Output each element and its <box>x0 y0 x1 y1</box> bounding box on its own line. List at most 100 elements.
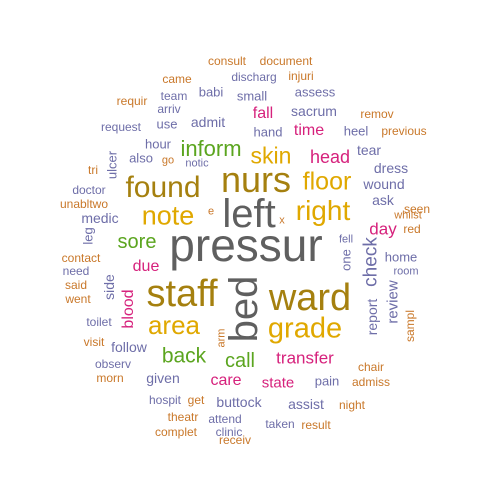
word-came: came <box>162 72 192 86</box>
word-back: back <box>161 344 207 368</box>
word-staff: staff <box>146 273 218 315</box>
word-clinic: clinic <box>215 425 243 439</box>
word-said: said <box>64 278 88 292</box>
word-hand: hand <box>253 124 283 140</box>
word-observ: observ <box>94 357 132 371</box>
word-go: go <box>161 154 175 167</box>
word-inform: inform <box>180 136 242 161</box>
word-call: call <box>224 350 256 372</box>
word-red: red <box>403 222 421 236</box>
word-use: use <box>156 116 178 132</box>
word-team: team <box>160 89 188 103</box>
word-ask: ask <box>372 192 394 208</box>
word-floor: floor <box>302 167 352 196</box>
word-room: room <box>393 265 419 278</box>
word-theatr: theatr <box>167 410 199 424</box>
word-seen: seen <box>403 202 431 216</box>
word-right: right <box>295 195 351 226</box>
word-notic: notic <box>185 157 209 170</box>
word-contact: contact <box>61 251 101 265</box>
word-grade: grade <box>267 312 343 345</box>
word-head: head <box>309 147 351 167</box>
word-went: went <box>65 292 91 306</box>
word-night: night <box>338 398 366 412</box>
word-sampl: sampl <box>403 309 417 343</box>
word-day: day <box>369 219 397 239</box>
word-arm: arm <box>215 328 228 348</box>
word-fall: fall <box>252 105 274 122</box>
word-toilet: toilet <box>86 315 112 329</box>
word-note: note <box>141 200 195 231</box>
word-admit: admit <box>190 114 226 130</box>
word-assess: assess <box>294 84 336 100</box>
word-chair: chair <box>357 360 385 374</box>
word-get: get <box>187 393 205 407</box>
word-unabltwo: unabltwo <box>59 197 109 211</box>
word-consult: consult <box>207 54 247 68</box>
word-babi: babi <box>198 84 224 100</box>
word-remov: remov <box>360 107 394 121</box>
word-care: care <box>210 372 242 389</box>
word-fell: fell <box>338 233 354 246</box>
word-blood: blood <box>120 289 137 329</box>
word-taken: taken <box>265 417 295 431</box>
word-time: time <box>293 122 325 139</box>
word-dress: dress <box>373 160 409 176</box>
word-skin: skin <box>250 142 292 169</box>
word-result: result <box>301 418 331 432</box>
word-injuri: injuri <box>288 69 314 83</box>
word-e: e <box>207 205 215 218</box>
word-morn: morn <box>96 371 124 385</box>
word-arriv: arriv <box>157 102 181 116</box>
word-discharg: discharg <box>231 70 277 84</box>
word-hospit: hospit <box>148 393 182 407</box>
word-hour: hour <box>144 136 172 152</box>
word-area: area <box>147 310 201 340</box>
word-previous: previous <box>381 124 427 138</box>
word-whilst: whilst <box>394 209 422 222</box>
word-due: due <box>132 258 160 275</box>
word-wound: wound <box>363 176 405 192</box>
word-x: x <box>279 214 285 227</box>
word-doctor: doctor <box>72 183 106 197</box>
word-small: small <box>236 88 268 104</box>
word-tear: tear <box>356 142 382 158</box>
word-sacrum: sacrum <box>291 103 337 119</box>
word-side: side <box>101 274 117 300</box>
word-leg: leg <box>80 227 96 245</box>
word-attend: attend <box>208 412 242 426</box>
word-receiv: receiv <box>218 433 252 447</box>
word-review: review <box>384 280 402 324</box>
word-ward: ward <box>268 277 352 319</box>
word-pain: pain <box>314 373 340 389</box>
word-nurs: nurs <box>220 159 292 200</box>
word-found: found <box>125 171 201 204</box>
word-transfer: transfer <box>276 348 334 368</box>
word-sore: sore <box>117 231 157 253</box>
word-document: document <box>259 54 313 68</box>
word-need: need <box>62 264 90 278</box>
word-admiss: admiss <box>351 375 391 389</box>
word-also: also <box>129 150 153 166</box>
word-follow: follow <box>111 339 147 355</box>
word-left: left <box>222 192 276 236</box>
word-buttock: buttock <box>216 394 262 410</box>
word-assist: assist <box>288 396 324 412</box>
word-given: given <box>146 370 180 386</box>
word-request: request <box>100 120 142 134</box>
word-report: report <box>364 298 380 336</box>
word-state: state <box>261 374 295 392</box>
word-visit: visit <box>83 335 105 349</box>
word-check: check <box>360 237 382 287</box>
word-ulcer: ulcer <box>104 150 120 180</box>
word-bed: bed <box>222 275 266 343</box>
word-requir: requir <box>116 94 148 108</box>
word-heel: heel <box>343 123 369 139</box>
word-home: home <box>384 249 418 265</box>
word-tri: tri <box>88 163 98 177</box>
word-complet: complet <box>154 425 198 439</box>
word-one: one <box>338 249 354 271</box>
word-pressur: pressur <box>169 219 323 271</box>
word-medic: medic <box>81 210 119 226</box>
